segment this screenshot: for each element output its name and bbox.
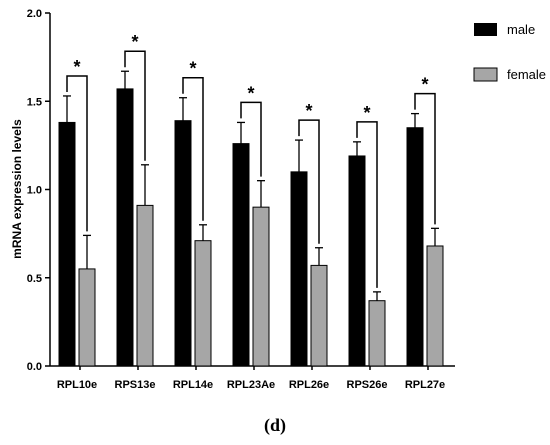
y-tick-label: 0.5	[27, 273, 42, 285]
significance-bracket	[124, 50, 146, 161]
significance-bracket	[356, 121, 378, 288]
x-tick-label: RPL23Ae	[227, 379, 275, 391]
y-tick-label: 0.0	[27, 361, 42, 373]
bar-female-RPL10e	[78, 268, 96, 367]
x-tick-label: RPL27e	[405, 379, 445, 391]
significance-bracket	[414, 92, 436, 225]
legend-swatch-male	[474, 23, 497, 36]
bar-male-RPL23Ae	[232, 143, 250, 367]
bar-female-RPS26e	[368, 300, 386, 367]
significance-bracket	[240, 101, 262, 177]
significance-star: *	[131, 32, 138, 52]
y-axis-label: mRNA expression levels	[10, 119, 24, 259]
y-tick-label: 1.0	[27, 185, 42, 197]
legend-swatch-female	[473, 67, 498, 82]
panel-label: (d)	[264, 415, 286, 436]
legend: male female	[473, 22, 546, 82]
bar-male-RPL14e	[174, 120, 192, 367]
x-tick-label: RPL10e	[57, 379, 97, 391]
significance-bracket	[182, 76, 204, 221]
bar-female-RPL23Ae	[252, 206, 270, 367]
significance-star: *	[73, 57, 80, 77]
significance-star: *	[363, 103, 370, 123]
legend-label-male: male	[507, 22, 535, 37]
bar-male-RPL27e	[406, 127, 424, 367]
significance-star: *	[247, 83, 254, 103]
bar-male-RPL10e	[58, 121, 76, 367]
bar-female-RPL14e	[194, 240, 212, 367]
x-tick-label: RPL14e	[173, 379, 213, 391]
bar-male-RPS13e	[116, 88, 134, 367]
x-tick-label: RPS26e	[347, 379, 388, 391]
x-tick-label: RPL26e	[289, 379, 329, 391]
significance-star: *	[421, 75, 428, 95]
bar-female-RPS13e	[136, 204, 154, 367]
plot-area: 0.0 0.5 1.0 1.5 2.0 * RPL10e * RPS13e * RPL14e * RPL…	[27, 8, 455, 391]
x-tick-label: RPS13e	[115, 379, 156, 391]
y-tick-label: 2.0	[27, 8, 42, 20]
significance-bracket	[298, 119, 320, 244]
bar-female-RPL27e	[426, 245, 444, 367]
y-tick-label: 1.5	[27, 96, 42, 108]
bar-female-RPL26e	[310, 264, 328, 367]
significance-star: *	[189, 59, 196, 79]
bar-male-RPL26e	[290, 171, 308, 367]
bar-male-RPS26e	[348, 155, 366, 367]
significance-bracket	[66, 75, 88, 232]
significance-star: *	[305, 101, 312, 121]
legend-label-female: female	[507, 67, 546, 82]
